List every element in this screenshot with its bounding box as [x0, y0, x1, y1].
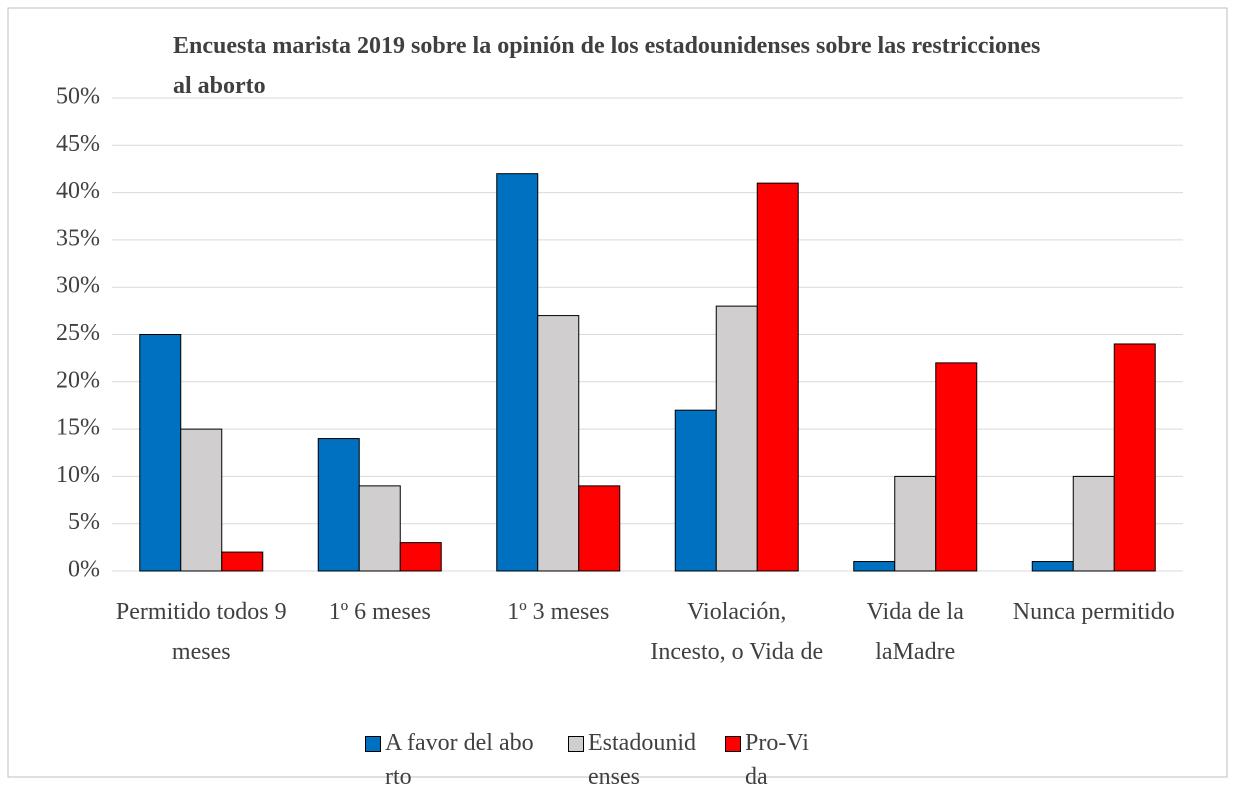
bar: [496, 173, 539, 572]
chart-title: Encuesta marista 2019 sobre la opinión d…: [173, 33, 1041, 99]
legend-swatch: [365, 736, 381, 752]
bar: [756, 182, 799, 572]
y-tick-label: 45%: [56, 131, 100, 157]
x-tick-label: Violación, Incesto, o Vida de: [650, 599, 824, 665]
bar: [578, 485, 621, 572]
y-tick-label: 40%: [56, 178, 100, 204]
y-tick-label: 30%: [56, 273, 100, 299]
bar: [1072, 475, 1115, 572]
x-tick-label: Permitido todos 9 meses: [115, 599, 287, 665]
y-tick-label: 25%: [56, 320, 100, 346]
legend-swatch: [725, 736, 741, 752]
x-tick-label: Nunca permitido: [1012, 599, 1175, 625]
bar: [399, 542, 442, 572]
legend-label: A favor del aborto: [385, 730, 534, 789]
legend-label: Pro-Vida: [745, 730, 809, 789]
bar: [1113, 343, 1156, 572]
legend-swatch: [568, 736, 584, 752]
y-tick-label: 15%: [56, 415, 100, 441]
bar: [358, 485, 401, 572]
y-tick-label: 50%: [56, 84, 100, 110]
x-tick-label: Vida de la laMadre: [866, 599, 964, 665]
bar: [1031, 561, 1074, 572]
legend-label: Estadounidenses: [588, 730, 696, 789]
y-tick-label: 0%: [68, 557, 100, 583]
bar: [674, 409, 717, 572]
bar: [317, 438, 360, 572]
bar: [139, 334, 182, 572]
legend-item: A favor del aborto: [365, 726, 535, 789]
bar: [853, 561, 896, 572]
bar: [894, 475, 937, 572]
bar: [935, 362, 978, 572]
chart-border: [7, 7, 1228, 778]
bar: [221, 551, 264, 572]
bar: [180, 428, 223, 572]
y-tick-label: 20%: [56, 367, 100, 393]
y-tick-label: 5%: [68, 509, 100, 535]
legend-item: Pro-Vida: [725, 726, 815, 789]
legend-item: Estadounidenses: [568, 726, 698, 789]
bar: [715, 305, 758, 572]
y-tick-label: 35%: [56, 225, 100, 251]
bar: [537, 315, 580, 572]
x-tick-label: 1º 3 meses: [507, 599, 610, 625]
x-tick-label: 1º 6 meses: [328, 599, 431, 625]
y-tick-label: 10%: [56, 462, 100, 488]
